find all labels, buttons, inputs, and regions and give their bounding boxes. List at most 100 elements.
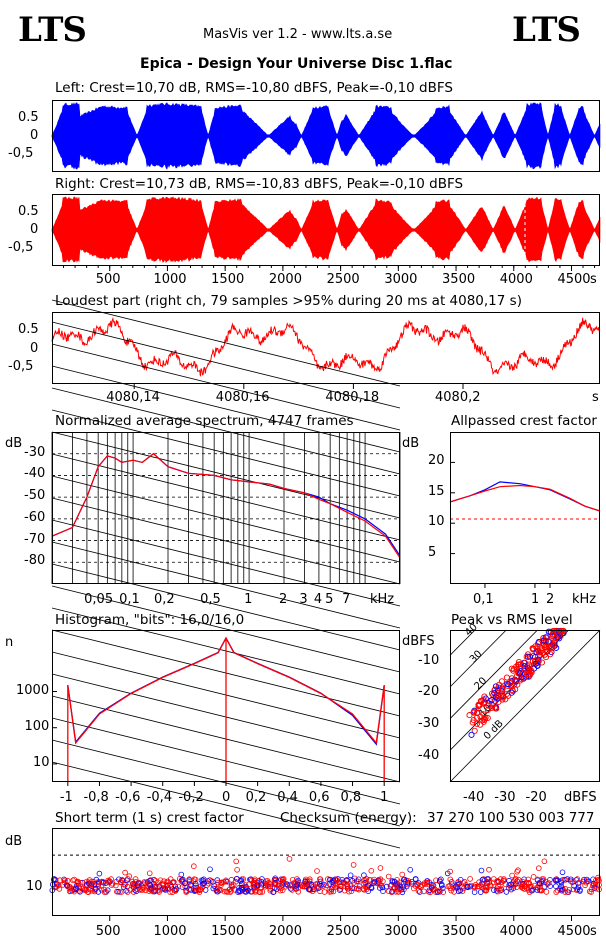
stc-point xyxy=(347,872,354,879)
stc-point xyxy=(125,876,131,882)
pvr-point xyxy=(488,704,495,711)
pvr-point xyxy=(521,674,528,681)
stc-point xyxy=(553,883,559,889)
pvr-xtick-label: -30 xyxy=(494,790,516,805)
stc-point xyxy=(67,885,74,892)
stc-point xyxy=(221,888,228,895)
stc-point xyxy=(428,881,435,888)
stc-point xyxy=(77,879,84,886)
stc-point xyxy=(215,879,222,886)
spec-slope-line xyxy=(51,431,401,519)
stc-point xyxy=(118,889,125,895)
stc-point xyxy=(460,880,467,886)
right-waveform-area xyxy=(51,196,601,264)
stc-point xyxy=(161,885,168,891)
stc-point xyxy=(534,887,541,893)
apc-ytick-label: 20 xyxy=(428,453,445,469)
stc-point xyxy=(377,876,384,882)
stc-point xyxy=(173,886,180,892)
pvr-point xyxy=(480,696,487,703)
pvr-point xyxy=(495,692,502,699)
stc-point xyxy=(541,858,548,865)
stc-point xyxy=(82,886,89,892)
stc-point xyxy=(57,877,63,883)
stc-point xyxy=(172,887,178,894)
plot-frame xyxy=(52,630,400,782)
stc-point xyxy=(377,865,384,871)
pvr-ytick-label: -30 xyxy=(418,716,440,731)
stc-point xyxy=(182,880,189,886)
pvr-point xyxy=(499,685,506,692)
spec-slope-line xyxy=(51,453,401,541)
stc-point xyxy=(447,885,454,892)
stc-point xyxy=(539,876,546,882)
stc-point xyxy=(536,880,543,887)
stc-point xyxy=(132,876,139,882)
stc-point xyxy=(152,883,159,890)
loud-ytick-2: -0,5 xyxy=(8,359,34,374)
stc-point xyxy=(553,877,559,884)
spec-ytick-label: -30 xyxy=(24,444,46,460)
loud-ytick-1: 0 xyxy=(30,341,39,356)
stc-point xyxy=(530,874,537,880)
stc-point xyxy=(346,888,352,895)
plot-frame xyxy=(52,194,600,266)
stc-point xyxy=(96,870,103,877)
stc-point xyxy=(314,868,320,874)
stc-point xyxy=(156,889,162,895)
stc-point xyxy=(234,866,240,873)
stc-point xyxy=(347,883,354,889)
stc-point xyxy=(547,876,553,883)
pvr-point xyxy=(513,678,520,685)
stc-point xyxy=(55,882,62,889)
spec-xtick-label: 5 xyxy=(325,592,334,607)
stc-point xyxy=(210,885,217,892)
stc-point xyxy=(72,885,79,891)
stc-point xyxy=(207,866,213,873)
hist-xtick-label: -1 xyxy=(59,790,73,805)
stc-xtick-label: 4000 xyxy=(499,924,533,939)
stc-point xyxy=(201,880,207,886)
stc-point xyxy=(179,877,185,883)
stc-point xyxy=(170,879,176,885)
left-ytick-0: 0.5 xyxy=(18,110,39,125)
stc-point xyxy=(583,876,590,883)
stc-point xyxy=(507,881,514,888)
stc-point xyxy=(92,885,99,892)
spectrum-plot xyxy=(51,299,401,849)
stc-point xyxy=(454,880,461,886)
stc-point xyxy=(495,886,502,893)
stc-point xyxy=(293,879,300,886)
pvr-ytick-label: -40 xyxy=(418,747,440,763)
stc-point xyxy=(408,878,415,885)
stc-point xyxy=(249,888,255,895)
plot-frame xyxy=(52,432,400,584)
stc-point xyxy=(407,866,414,873)
stc-point xyxy=(464,883,471,890)
stc-point xyxy=(213,885,219,892)
stc-point xyxy=(160,881,167,888)
stc-point xyxy=(569,879,576,886)
stc-point xyxy=(139,887,146,893)
stc-point xyxy=(415,888,422,894)
spec-ytick-label: -40 xyxy=(24,466,46,482)
spec-xtick-label: 0,2 xyxy=(154,592,175,607)
pvr-point xyxy=(491,704,498,711)
pvr-point xyxy=(555,633,562,640)
left-waveform-area xyxy=(51,102,601,170)
stc-point xyxy=(279,887,286,893)
loud-xunit: s xyxy=(592,390,599,405)
pvr-crest-diagonal xyxy=(449,629,476,656)
wr-xtick-label: 3000 xyxy=(384,272,418,287)
stc-point xyxy=(286,856,293,862)
pvr-point xyxy=(488,697,495,704)
hist-xtick-label: 0,8 xyxy=(340,790,362,805)
hist-xtick-label: 0 xyxy=(222,790,231,805)
stc-xtick-label: 1000 xyxy=(153,924,187,939)
pvr-point xyxy=(478,698,485,705)
stc-point xyxy=(66,888,73,895)
stc-point xyxy=(592,881,599,888)
left-channel-title: Left: Crest=10,70 dB, RMS=-10,80 dBFS, P… xyxy=(55,80,453,96)
stc-point xyxy=(514,868,520,875)
pvr-point xyxy=(506,680,514,687)
